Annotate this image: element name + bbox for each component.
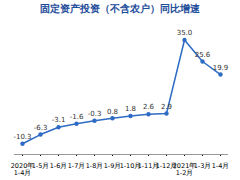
svg-text:2.6: 2.6	[143, 103, 155, 111]
html-text:固定资产投资（不含农户）同比增速: 固定资产投资（不含农户）同比增速	[40, 3, 200, 14]
svg-text:0.8: 0.8	[107, 108, 118, 116]
svg-text:1-5月: 1-5月	[32, 162, 50, 170]
svg-text:1-6月: 1-6月	[50, 162, 68, 170]
svg-text:25.6: 25.6	[195, 51, 211, 59]
svg-text:1.8: 1.8	[125, 105, 136, 113]
svg-text:35.0: 35.0	[177, 29, 193, 37]
svg-text:1-8月: 1-8月	[86, 162, 104, 170]
html-text:2020年: 2020年	[10, 162, 35, 171]
svg-text:1-9月: 1-9月	[103, 162, 122, 171]
svg-text:2.9: 2.9	[161, 103, 172, 111]
svg-text:-10.3: -10.3	[13, 133, 31, 141]
svg-text:1-4月: 1-4月	[212, 162, 230, 170]
html-text:2021年: 2021年	[172, 162, 197, 171]
svg-text:-1.6: -1.6	[70, 113, 84, 121]
svg-text:-3.1: -3.1	[52, 116, 66, 124]
html-text:1-2月: 1-2月	[175, 168, 194, 177]
svg-text:1-11月: 1-11月	[137, 162, 160, 171]
svg-text:1-10月: 1-10月	[119, 162, 142, 171]
svg-text:1-7月: 1-7月	[68, 162, 86, 170]
svg-text:19.9: 19.9	[213, 64, 229, 72]
svg-text:-0.3: -0.3	[88, 110, 102, 118]
html-text:1-4月: 1-4月	[13, 168, 32, 177]
svg-text:1-3月: 1-3月	[194, 162, 212, 170]
svg-text:1-12月: 1-12月	[155, 162, 178, 171]
svg-text:-6.3: -6.3	[34, 124, 48, 132]
